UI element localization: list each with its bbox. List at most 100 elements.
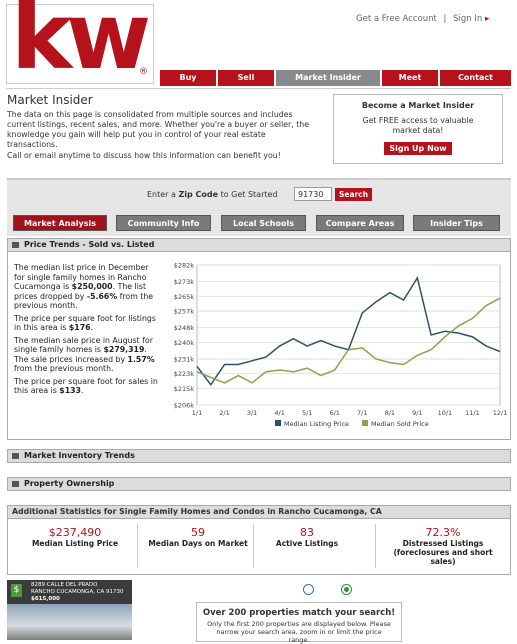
- logo-mark: ®: [139, 67, 148, 77]
- stat-value: $237,490: [48, 526, 102, 539]
- series-line: [196, 297, 501, 384]
- signup-text: Get FREE access to valuable market data!: [362, 116, 474, 135]
- tab[interactable]: Community Info: [116, 215, 211, 231]
- note: The price per square foot for sales in t…: [14, 377, 160, 396]
- divider: [6, 88, 511, 89]
- nav-item[interactable]: Meet: [382, 70, 438, 86]
- legend-swatch: [362, 420, 369, 426]
- label-part: Enter a: [147, 190, 179, 199]
- search-label: Enter a Zip Code to Get Started: [147, 190, 278, 199]
- note-part: -5.66%: [86, 291, 118, 301]
- note-part: The median list price in December for si…: [14, 263, 149, 291]
- x-tick-label: 10/1: [438, 409, 453, 417]
- x-tick-label: 9/1: [412, 409, 422, 417]
- nav-item[interactable]: Sell: [218, 70, 274, 86]
- page-title: Market Insider: [7, 93, 93, 107]
- stat-label: Median Listing Price: [31, 539, 119, 548]
- tab[interactable]: Compare Areas: [316, 215, 404, 231]
- y-tick-label: $248k: [174, 324, 195, 332]
- x-tick-label: 11/1: [465, 409, 480, 417]
- zip-input[interactable]: 91730: [294, 187, 332, 201]
- x-tick-label: 4/1: [274, 409, 284, 417]
- label-part: Zip Code: [178, 190, 219, 199]
- stat-label: Active Listings: [275, 539, 339, 548]
- nav-item[interactable]: Contact: [440, 70, 511, 86]
- y-tick-label: $223k: [174, 370, 195, 378]
- chart: $206k $215k $223k $231k $240k $248k $257k $265k…: [174, 262, 508, 429]
- link[interactable]: Get a Free Account: [356, 14, 437, 24]
- note-part: . The list prices dropped by: [14, 282, 146, 301]
- listing-photo: [7, 604, 132, 640]
- note-part: The price per square foot for sales in t…: [14, 376, 158, 396]
- note-part: from the previous month.: [14, 364, 114, 373]
- plot-area: [196, 264, 501, 406]
- tab[interactable]: Local Schools: [221, 215, 306, 231]
- note-part: The price per square foot for listings i…: [14, 313, 156, 333]
- note-part: .: [90, 323, 94, 332]
- note-part: .: [80, 386, 84, 395]
- nav-item[interactable]: Buy: [160, 70, 216, 86]
- results-text: Only the first 200 properties are displa…: [207, 620, 391, 644]
- legend-label: Median Sold Price: [371, 420, 429, 428]
- note-part: from the previous month.: [14, 291, 154, 311]
- tab[interactable]: Market Analysis: [13, 215, 107, 231]
- x-tick-label: 6/1: [329, 409, 339, 417]
- section-header[interactable]: Market Inventory Trends: [7, 449, 511, 463]
- nav-item[interactable]: Market Insider: [276, 70, 380, 86]
- top-links: Get a Free Account | Sign In ▸: [356, 14, 490, 24]
- address: 8289 CALLE DEL PRADO: [31, 582, 98, 588]
- y-tick-label: $231k: [174, 355, 195, 363]
- x-tick-label: 5/1: [302, 409, 312, 417]
- results-title: Over 200 properties match your search!: [202, 608, 396, 618]
- note-part: $176: [68, 323, 91, 332]
- label-part: to Get Started: [218, 190, 278, 199]
- stat-label: Distressed Listings (foreclosures and sh…: [393, 539, 493, 566]
- signup-box: Become a Market Insider Get FREE access …: [333, 94, 503, 164]
- stat-label: Median Days on Market: [148, 539, 248, 548]
- y-tick-label: $265k: [174, 293, 195, 301]
- note-part: The median sale price in August for sing…: [14, 335, 153, 355]
- logo-text: kw: [11, 0, 151, 90]
- stat-value: 59: [191, 526, 205, 539]
- legend-label: Median Listing Price: [284, 420, 349, 428]
- search-button[interactable]: Search: [335, 188, 373, 201]
- note: The price per square foot for listings i…: [14, 314, 160, 333]
- listing-info: 8289 CALLE DEL PRADO RANCHO CUCAMONGA, C…: [31, 582, 124, 603]
- x-tick-label: 1/1: [192, 409, 202, 417]
- note-part: $279,319: [103, 345, 145, 354]
- stat-divider: [252, 524, 254, 568]
- tab[interactable]: Insider Tips: [413, 215, 500, 231]
- link[interactable]: Sign In: [453, 14, 483, 24]
- y-tick-label: $215k: [174, 385, 195, 393]
- y-tick-label: $273k: [174, 278, 195, 286]
- price-icon: $: [11, 584, 22, 597]
- radio[interactable]: [341, 584, 352, 595]
- stat-divider: [136, 524, 138, 568]
- note-part: . The sale prices increased by: [14, 345, 147, 364]
- y-tick-label: $282k: [174, 262, 195, 270]
- price: $615,000: [31, 596, 60, 602]
- y-tick-label: $240k: [174, 339, 195, 347]
- y-tick-label: $257k: [174, 308, 195, 316]
- section-header[interactable]: Price Trends - Sold vs. Listed: [7, 238, 511, 252]
- x-tick-label: 7/1: [357, 409, 367, 417]
- logo[interactable]: kw ®: [6, 0, 154, 90]
- stat-divider: [375, 524, 376, 568]
- intro-text: The data on this page is consolidated fr…: [7, 110, 309, 149]
- intro-cta: Call or email anytime to discuss how thi…: [7, 151, 281, 160]
- section-header[interactable]: Property Ownership: [7, 477, 511, 491]
- address: RANCHO CUCAMONGA, CA 91730: [31, 589, 124, 595]
- note-part: $133: [59, 386, 81, 395]
- legend-swatch: [275, 420, 281, 426]
- listing-card[interactable]: $ 8289 CALLE DEL PRADO RANCHO CUCAMONGA,…: [7, 580, 132, 640]
- x-tick-label: 8/1: [385, 409, 395, 417]
- signup-title: Become a Market Insider: [361, 101, 475, 110]
- note-part: 1.57%: [127, 354, 155, 364]
- note: The median sale price in August for sing…: [14, 336, 160, 374]
- x-tick-label: 2/1: [219, 409, 229, 417]
- stat-value: 83: [300, 526, 314, 539]
- stats-heading: Additional Statistics for Single Family …: [7, 505, 511, 519]
- signup-button[interactable]: Sign Up Now: [384, 142, 452, 155]
- radio[interactable]: [303, 584, 314, 595]
